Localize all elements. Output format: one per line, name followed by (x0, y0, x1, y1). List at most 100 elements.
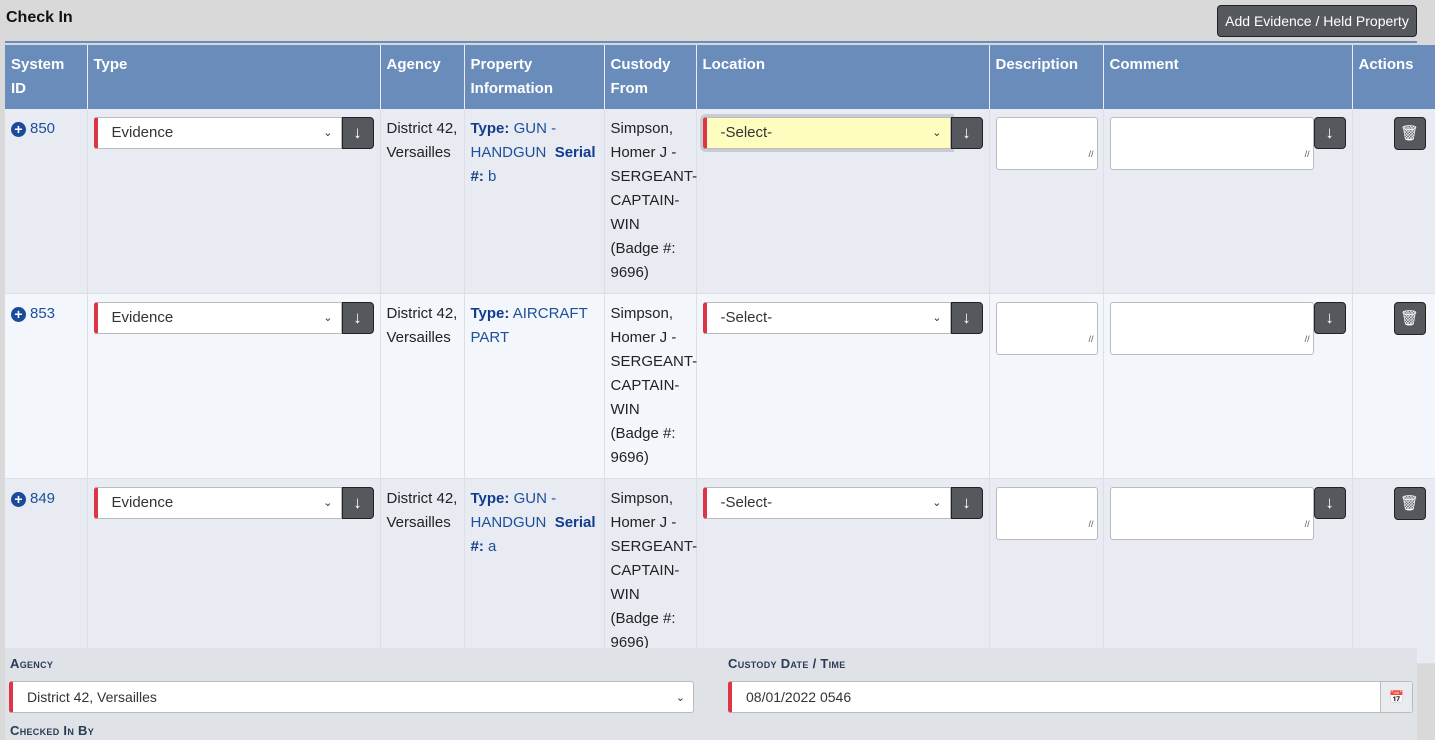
resize-grip-icon[interactable]: // (1304, 149, 1310, 159)
agency-value: District 42, Versailles (27, 689, 157, 705)
table-row: +853 Evidence ⌄ ↓ District 42, Versailles … (5, 293, 1435, 479)
copy-down-button[interactable]: ↓ (950, 487, 983, 519)
column-header: Agency (380, 45, 465, 109)
location-value: -Select- (720, 309, 773, 326)
arrow-down-icon: ↓ (1325, 123, 1334, 142)
type-select[interactable]: Evidence ⌄ (93, 302, 342, 334)
agency-cell: District 42, Versailles (380, 293, 465, 479)
chevron-down-icon: ⌄ (323, 127, 333, 139)
copy-down-button[interactable]: ↓ (1313, 117, 1346, 149)
copy-down-button[interactable]: ↓ (341, 487, 374, 519)
copy-down-button[interactable]: ↓ (1313, 302, 1346, 334)
plus-circle-icon: + (11, 121, 26, 137)
page-title: Check In (6, 9, 73, 26)
copy-down-button[interactable]: ↓ (341, 117, 374, 149)
property-info: Type: AIRCRAFT PART (464, 293, 605, 479)
custody-from-cell: Simpson, Homer J - SERGEANT-CAPTAIN-WIN … (604, 109, 697, 294)
chevron-down-icon: ⌄ (323, 497, 333, 509)
agency-cell: District 42, Versailles (380, 109, 465, 294)
trash-icon: 🗑 (1399, 495, 1420, 512)
checked-in-by-label: Checked In By (10, 723, 95, 738)
arrow-down-icon: ↓ (353, 493, 362, 512)
property-type: AIRCRAFT PART (470, 305, 588, 346)
add-evidence-button[interactable]: Add Evidence / Held Property (1217, 5, 1417, 37)
property-type: GUN - HANDGUN (470, 120, 557, 161)
column-header: Custody From (604, 45, 697, 109)
chevron-down-icon: ⌄ (932, 497, 942, 509)
property-info: Type: GUN - HANDGUN Serial #: b (464, 109, 605, 294)
trash-icon: 🗑 (1399, 125, 1420, 142)
column-header: System ID (5, 45, 88, 109)
delete-button[interactable]: 🗑 (1393, 117, 1426, 150)
type-label: Type: (470, 305, 510, 322)
type-value: Evidence (111, 124, 174, 141)
arrow-down-icon: ↓ (353, 123, 362, 142)
location-select[interactable]: -Select- ⌄ (702, 302, 951, 334)
location-select[interactable]: -Select- ⌄ (702, 117, 951, 149)
system-id: 853 (30, 305, 56, 322)
delete-button[interactable]: 🗑 (1393, 487, 1426, 520)
serial-label: Serial #: (470, 514, 596, 555)
trash-icon: 🗑 (1399, 310, 1420, 327)
resize-grip-icon[interactable]: // (1088, 334, 1094, 344)
system-id: 849 (30, 490, 56, 507)
agency-cell: District 42, Versailles (380, 478, 465, 664)
resize-grip-icon[interactable]: // (1304, 334, 1310, 344)
column-header: Description (989, 45, 1104, 109)
copy-down-button[interactable]: ↓ (1313, 487, 1346, 519)
custody-date-label: Custody Date / Time (728, 656, 846, 671)
delete-button[interactable]: 🗑 (1393, 302, 1426, 335)
type-label: Type: (470, 120, 510, 137)
custody-from-cell: Simpson, Homer J - SERGEANT-CAPTAIN-WIN … (604, 478, 697, 664)
comment-textarea[interactable]: // (1109, 117, 1314, 170)
column-header: Location (696, 45, 990, 109)
chevron-down-icon: ⌄ (932, 312, 942, 324)
copy-down-button[interactable]: ↓ (341, 302, 374, 334)
copy-down-button[interactable]: ↓ (950, 302, 983, 334)
expand-row-link[interactable]: +850 (11, 117, 81, 141)
resize-grip-icon[interactable]: // (1088, 149, 1094, 159)
copy-down-button[interactable]: ↓ (950, 117, 983, 149)
type-select[interactable]: Evidence ⌄ (93, 487, 342, 519)
comment-textarea[interactable]: // (1109, 487, 1314, 540)
check-in-table: System ID Type Agency Property Information C… (5, 45, 1435, 664)
custody-from-cell: Simpson, Homer J - SERGEANT-CAPTAIN-WIN … (604, 293, 697, 479)
table-row: +850 Evidence ⌄ ↓ District 42, Versailles … (5, 109, 1435, 294)
plus-circle-icon: + (11, 306, 26, 322)
arrow-down-icon: ↓ (962, 308, 971, 327)
agency-label: Agency (10, 656, 54, 671)
resize-grip-icon[interactable]: // (1088, 519, 1094, 529)
type-select[interactable]: Evidence ⌄ (93, 117, 342, 149)
plus-circle-icon: + (11, 491, 26, 507)
resize-grip-icon[interactable]: // (1304, 519, 1310, 529)
serial-label: Serial #: (470, 144, 596, 185)
description-textarea[interactable]: // (995, 487, 1098, 540)
expand-row-link[interactable]: +853 (11, 302, 81, 326)
chevron-down-icon: ⌄ (323, 312, 333, 324)
expand-row-link[interactable]: +849 (11, 487, 81, 511)
arrow-down-icon: ↓ (353, 308, 362, 327)
description-textarea[interactable]: // (995, 117, 1098, 170)
column-header: Actions (1352, 45, 1435, 109)
chevron-down-icon: ⌄ (932, 127, 942, 139)
arrow-down-icon: ↓ (962, 493, 971, 512)
location-select[interactable]: -Select- ⌄ (702, 487, 951, 519)
description-textarea[interactable]: // (995, 302, 1098, 355)
system-id: 850 (30, 120, 56, 137)
arrow-down-icon: ↓ (962, 123, 971, 142)
table-row: +849 Evidence ⌄ ↓ District 42, Versailles … (5, 478, 1435, 664)
comment-textarea[interactable]: // (1109, 302, 1314, 355)
calendar-icon[interactable]: 📅 (1380, 682, 1412, 712)
serial-value: a (488, 538, 497, 555)
custody-date-input[interactable]: 08/01/2022 0546 📅 (728, 681, 1413, 713)
agency-select[interactable]: District 42, Versailles ⌄ (9, 681, 694, 713)
type-value: Evidence (111, 309, 174, 326)
column-header: Comment (1103, 45, 1353, 109)
type-label: Type: (470, 490, 510, 507)
arrow-down-icon: ↓ (1325, 493, 1334, 512)
custody-date-value: 08/01/2022 0546 (746, 689, 852, 705)
location-value: -Select- (720, 494, 773, 511)
arrow-down-icon: ↓ (1325, 308, 1334, 327)
chevron-down-icon: ⌄ (675, 691, 685, 704)
serial-value: b (488, 168, 497, 185)
